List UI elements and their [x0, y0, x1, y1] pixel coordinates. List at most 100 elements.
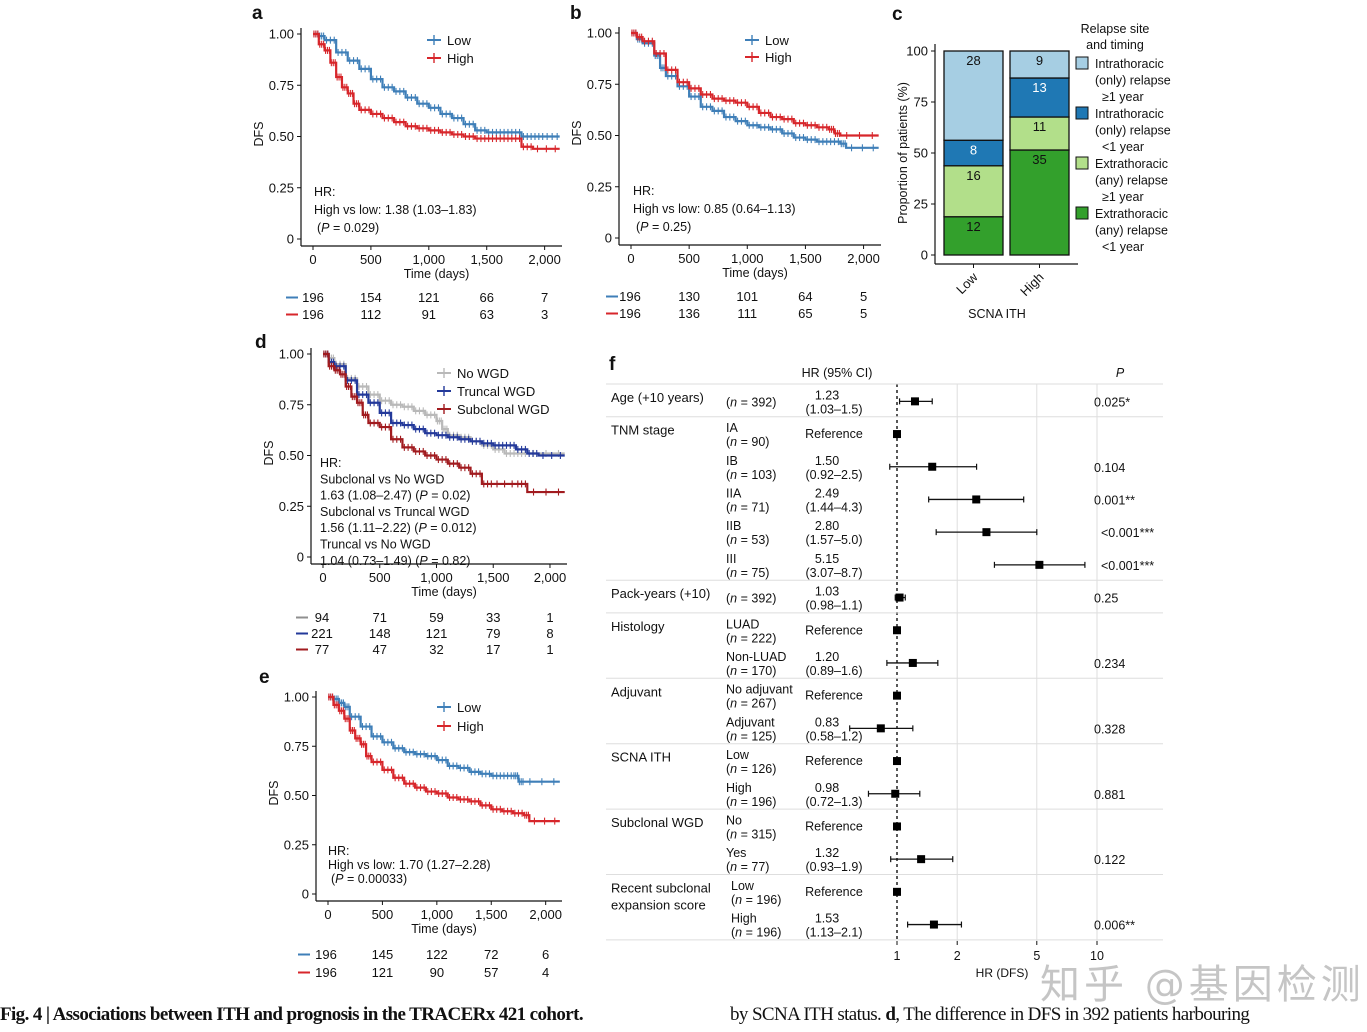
panel-label: f — [609, 354, 616, 375]
risk-table-value: 122 — [426, 947, 448, 962]
hr-annotation-line: 1.56 (1.11–2.22) (P = 0.012) — [320, 521, 477, 535]
row-level: Low — [731, 879, 755, 893]
risk-table-value: 66 — [479, 290, 493, 305]
forest-group: Age (+10 years) (n = 392) 1.23(1.03–1.5) 0.… — [611, 388, 1130, 416]
forest-row: IIB(n = 53) 2.80(1.57–5.0) <0.001*** — [726, 519, 1154, 547]
hr-annotation-line: HR: — [328, 844, 350, 858]
x-tick-label: 2 — [954, 949, 961, 963]
row-n: (n = 196) — [726, 795, 776, 809]
row-n: (n = 196) — [731, 893, 781, 907]
p-value: 0.104 — [1094, 461, 1125, 475]
x-tick-label: 1,500 — [789, 251, 822, 266]
bar-value-label: 13 — [1032, 80, 1046, 95]
row-level: IIB — [726, 519, 741, 533]
risk-table-value: 65 — [798, 306, 812, 321]
legend-label: (only) relapse — [1095, 124, 1171, 138]
y-tick-label: 0 — [302, 887, 309, 902]
forest-row: IIA(n = 71) 2.49(1.44–4.3) 0.001** — [726, 486, 1135, 514]
y-tick-label: 0.25 — [284, 837, 309, 852]
legend-item: High — [745, 50, 792, 65]
forest-group: Subclonal WGD No(n = 315) Reference Yes(n =… — [611, 813, 1125, 874]
legend-item: Truncal WGD — [437, 384, 535, 399]
forest-row: (n = 392) 1.03(0.98–1.1) 0.25 — [726, 585, 1118, 613]
row-n: (n = 75) — [726, 566, 769, 580]
risk-table-value: 94 — [315, 610, 329, 625]
bar-value-label: 16 — [966, 168, 980, 183]
forest-plot-panel-f: f HR (95% CI) P Age (+10 years) (n = 392) 1.2… — [606, 354, 1163, 980]
risk-table-value: 91 — [422, 307, 436, 322]
hr-point — [893, 430, 901, 439]
legend-label: High — [447, 51, 474, 66]
forest-group: Histology LUAD(n = 222)ReferenceNon-LUAD(… — [611, 617, 1125, 678]
forest-row: Low(n = 196) Reference — [731, 879, 901, 907]
hr-annotation-line: 1.63 (1.08–2.47) (P = 0.02) — [320, 489, 470, 503]
group-name: Recent subclonal — [611, 881, 711, 896]
ci-value: (0.93–1.9) — [806, 860, 863, 874]
hr-annotation-line: High vs low: 1.70 (1.27–2.28) — [328, 858, 491, 872]
row-n: (n = 196) — [731, 926, 781, 940]
column-header-p: P — [1116, 366, 1125, 380]
hr-annotation-line: High vs low: 1.38 (1.03–1.83) — [314, 203, 477, 217]
legend-label: Intrathoracic — [1095, 57, 1164, 71]
legend-swatch — [1075, 206, 1089, 220]
risk-table-value: 121 — [372, 965, 394, 980]
y-tick-label: 1.00 — [587, 26, 612, 41]
ci-value: (0.89–1.6) — [806, 664, 863, 678]
x-tick-label: 2,000 — [528, 252, 561, 267]
bar-segment — [943, 50, 1004, 141]
x-tick-label: 1,500 — [475, 907, 508, 922]
x-axis-title: Time (days) — [404, 267, 470, 281]
ci-value: (0.98–1.1) — [806, 599, 863, 613]
y-tick-label: 75 — [914, 95, 928, 110]
row-n: (n = 392) — [726, 395, 776, 409]
risk-table-value: 196 — [619, 306, 641, 321]
risk-table-value: 17 — [486, 642, 500, 657]
risk-table-value: 47 — [373, 642, 387, 657]
x-axis-title: HR (DFS) — [976, 966, 1029, 980]
p-value: <0.001*** — [1101, 526, 1154, 540]
panel-label: a — [252, 3, 263, 24]
legend-label: Low — [457, 700, 481, 715]
row-n: (n = 315) — [726, 827, 776, 841]
row-level: Yes — [726, 846, 746, 860]
hr-value: 1.23 — [815, 388, 839, 402]
y-tick-label: 0.50 — [269, 129, 294, 144]
hr-annotation-line: (P = 0.25) — [636, 220, 691, 234]
row-level: No adjuvant — [726, 683, 793, 697]
hr-point — [982, 528, 991, 537]
forest-row: Low(n = 126) Reference — [726, 748, 901, 776]
panel-label: e — [259, 667, 270, 688]
p-value: 0.001** — [1094, 493, 1135, 507]
hr-point — [929, 920, 938, 929]
km-panel-b: b 0 0.25 0.50 0.75 1.00 0 500 1,000 1,500 2,000 Tim… — [570, 3, 881, 321]
x-tick-label: 10 — [1090, 949, 1104, 963]
row-n: (n = 126) — [726, 762, 776, 776]
stacked-bar-panel-c: c 0 25 50 75 100 Proportion of patients (%) 12 1… — [892, 4, 1171, 321]
risk-table-value: 90 — [430, 965, 444, 980]
ci-value: (1.03–1.5) — [806, 402, 863, 416]
hr-point — [917, 855, 926, 864]
legend-item: Low — [437, 700, 481, 715]
hr-point — [928, 462, 937, 471]
x-tick-label: 2,000 — [534, 570, 567, 585]
x-tick-label: 500 — [678, 251, 700, 266]
hr-point — [893, 887, 901, 896]
risk-table-value: 71 — [373, 610, 387, 625]
hr-point — [910, 397, 919, 406]
legend-label: Intrathoracic — [1095, 107, 1164, 121]
p-value: <0.001*** — [1101, 559, 1154, 573]
hr-value: 0.83 — [815, 715, 839, 729]
x-axis-title: SCNA ITH — [968, 307, 1026, 321]
risk-table-value: 196 — [302, 307, 324, 322]
y-axis-title: DFS — [262, 441, 276, 466]
row-level: III — [726, 552, 736, 566]
forest-row: (n = 392) 1.23(1.03–1.5) 0.025* — [726, 388, 1130, 416]
risk-table-value: 5 — [860, 306, 867, 321]
x-tick-label: Low — [953, 269, 981, 297]
risk-table-value: 8 — [546, 626, 553, 641]
hr-annotation-line: Truncal vs No WGD — [320, 538, 431, 552]
y-tick-label: 0.75 — [587, 77, 612, 92]
p-value: 0.122 — [1094, 853, 1125, 867]
hr-point — [895, 593, 904, 602]
x-tick-label: 2,000 — [847, 251, 880, 266]
